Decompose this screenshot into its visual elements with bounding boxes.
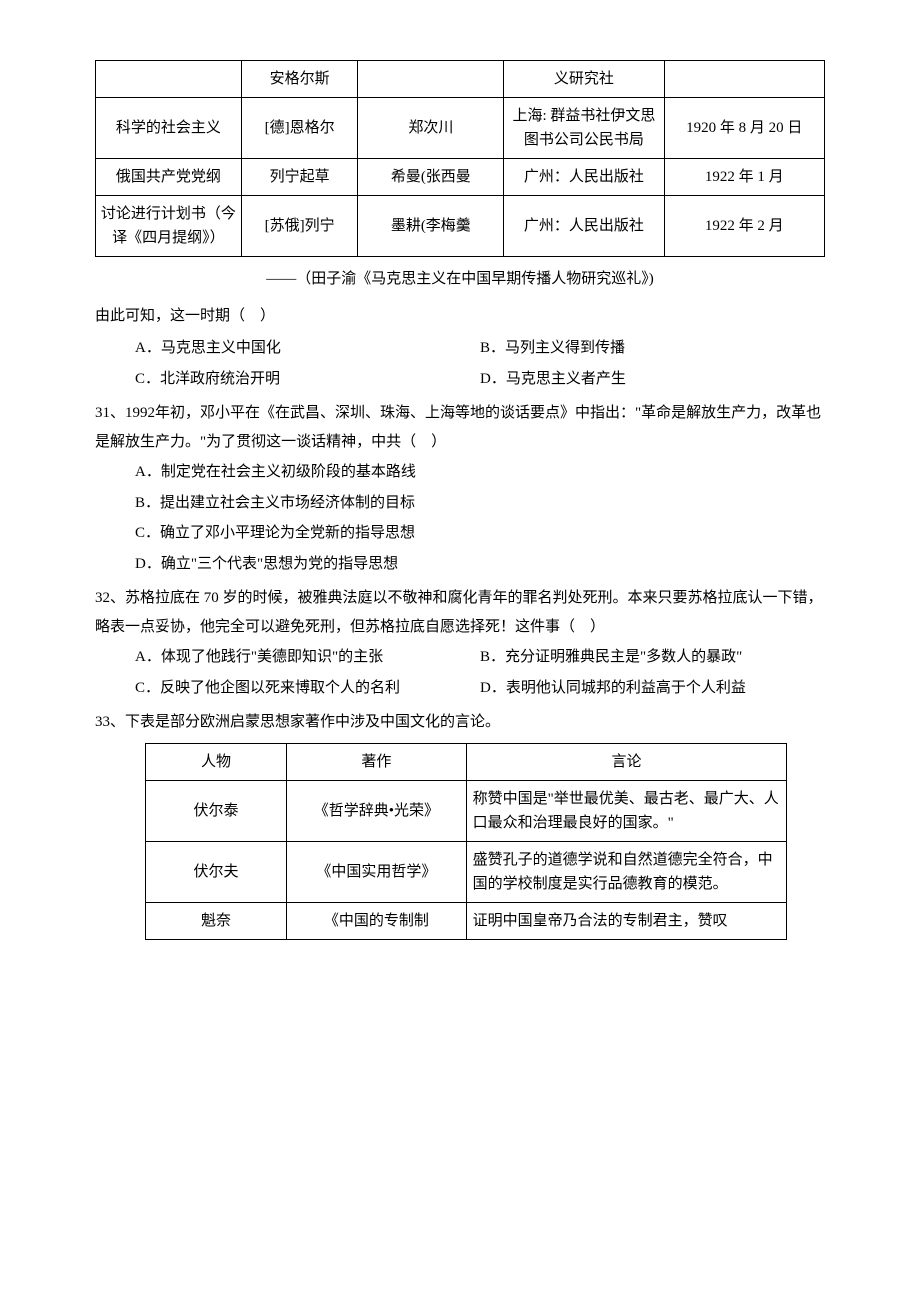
table-cell: 科学的社会主义	[96, 98, 242, 159]
q30-intro: 由此可知，这一时期（ ）	[95, 302, 825, 331]
table-header-person: 人物	[146, 743, 287, 780]
table-cell: [德]恩格尔	[241, 98, 358, 159]
table-cell: 俄国共产党党纲	[96, 159, 242, 196]
table-row: 讨论进行计划书（今译《四月提纲》） [苏俄]列宁 墨耕(李梅羹 广州：人民出版社…	[96, 196, 825, 257]
table-cell: 1922 年 1 月	[664, 159, 824, 196]
table-cell-quote: 称赞中国是"举世最优美、最古老、最广大、人口最众和治理最良好的国家。"	[466, 780, 787, 841]
table-cell	[96, 61, 242, 98]
table-cell	[358, 61, 504, 98]
table-row: 俄国共产党党纲 列宁起草 希曼(张西曼 广州：人民出版社 1922 年 1 月	[96, 159, 825, 196]
q32-options-row2: C．反映了他企图以死来博取个人的名利 D．表明他认同城邦的利益高于个人利益	[135, 674, 825, 703]
q31-option-a: A．制定党在社会主义初级阶段的基本路线	[135, 458, 825, 487]
table-row: 伏尔泰 《哲学辞典•光荣》 称赞中国是"举世最优美、最古老、最广大、人口最众和治…	[146, 780, 787, 841]
table-cell-person: 伏尔夫	[146, 841, 287, 902]
table-cell	[664, 61, 824, 98]
source-citation: ——（田子渝《马克思主义在中国早期传播人物研究巡礼》)	[95, 265, 825, 294]
q32-option-c: C．反映了他企图以死来博取个人的名利	[135, 674, 480, 703]
q32-option-d: D．表明他认同城邦的利益高于个人利益	[480, 674, 825, 703]
enlightenment-table: 人物 著作 言论 伏尔泰 《哲学辞典•光荣》 称赞中国是"举世最优美、最古老、最…	[145, 743, 787, 940]
q30-options-row2: C．北洋政府统治开明 D．马克思主义者产生	[135, 365, 825, 394]
table-cell: 希曼(张西曼	[358, 159, 504, 196]
q30-option-a: A．马克思主义中国化	[135, 334, 480, 363]
table-cell-quote: 盛赞孔子的道德学说和自然道德完全符合，中国的学校制度是实行品德教育的模范。	[466, 841, 787, 902]
table-cell: 广州：人民出版社	[504, 196, 664, 257]
table-cell-person: 魁奈	[146, 902, 287, 939]
q30-option-d: D．马克思主义者产生	[480, 365, 825, 394]
table-cell: 讨论进行计划书（今译《四月提纲》）	[96, 196, 242, 257]
q30-option-b: B．马列主义得到传播	[480, 334, 825, 363]
q30-options-row1: A．马克思主义中国化 B．马列主义得到传播	[135, 334, 825, 363]
table-cell: 列宁起草	[241, 159, 358, 196]
table-cell: 义研究社	[504, 61, 664, 98]
table-cell: 墨耕(李梅羹	[358, 196, 504, 257]
table-cell-person: 伏尔泰	[146, 780, 287, 841]
q31-option-d: D．确立"三个代表"思想为党的指导思想	[135, 550, 825, 579]
table-cell: 郑次川	[358, 98, 504, 159]
table-cell: 广州：人民出版社	[504, 159, 664, 196]
table-cell-quote: 证明中国皇帝乃合法的专制君主，赞叹	[466, 902, 787, 939]
q32-options-row1: A．体现了他践行"美德即知识"的主张 B．充分证明雅典民主是"多数人的暴政"	[135, 643, 825, 672]
q32-option-b: B．充分证明雅典民主是"多数人的暴政"	[480, 643, 825, 672]
table-header-quote: 言论	[466, 743, 787, 780]
table-cell: 上海: 群益书社伊文思图书公司公民书局	[504, 98, 664, 159]
table-header-row: 人物 著作 言论	[146, 743, 787, 780]
table-row: 伏尔夫 《中国实用哲学》 盛赞孔子的道德学说和自然道德完全符合，中国的学校制度是…	[146, 841, 787, 902]
q31-option-b: B．提出建立社会主义市场经济体制的目标	[135, 489, 825, 518]
q30-option-c: C．北洋政府统治开明	[135, 365, 480, 394]
table-cell-work: 《中国实用哲学》	[287, 841, 467, 902]
q31-option-c: C．确立了邓小平理论为全党新的指导思想	[135, 519, 825, 548]
table-header-work: 著作	[287, 743, 467, 780]
q32-option-a: A．体现了他践行"美德即知识"的主张	[135, 643, 480, 672]
table-cell: [苏俄]列宁	[241, 196, 358, 257]
q31-text: 31、1992年初，邓小平在《在武昌、深圳、珠海、上海等地的谈话要点》中指出："…	[95, 399, 825, 456]
table-cell-work: 《哲学辞典•光荣》	[287, 780, 467, 841]
q33-text: 33、下表是部分欧洲启蒙思想家著作中涉及中国文化的言论。	[95, 708, 825, 737]
table-cell: 安格尔斯	[241, 61, 358, 98]
q32-text: 32、苏格拉底在 70 岁的时候，被雅典法庭以不敬神和腐化青年的罪名判处死刑。本…	[95, 584, 825, 641]
table-row: 魁奈 《中国的专制制 证明中国皇帝乃合法的专制君主，赞叹	[146, 902, 787, 939]
table-cell: 1922 年 2 月	[664, 196, 824, 257]
table-cell: 1920 年 8 月 20 日	[664, 98, 824, 159]
marxism-translation-table: 安格尔斯 义研究社 科学的社会主义 [德]恩格尔 郑次川 上海: 群益书社伊文思…	[95, 60, 825, 257]
table-row: 科学的社会主义 [德]恩格尔 郑次川 上海: 群益书社伊文思图书公司公民书局 1…	[96, 98, 825, 159]
table-row: 安格尔斯 义研究社	[96, 61, 825, 98]
table-cell-work: 《中国的专制制	[287, 902, 467, 939]
